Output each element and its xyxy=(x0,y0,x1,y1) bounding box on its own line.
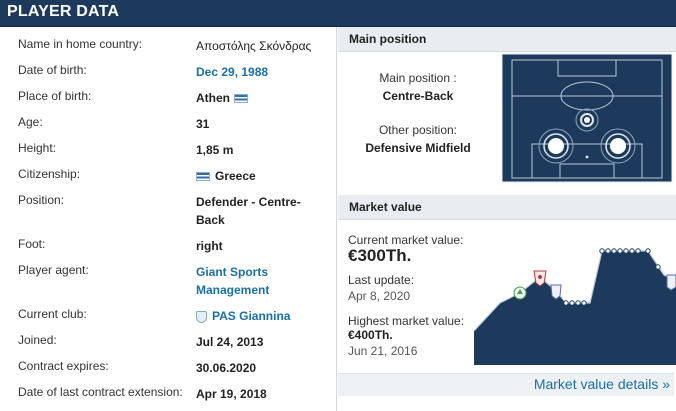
current-mv-value: €300Th. xyxy=(348,246,412,265)
other-position-label: Other position: xyxy=(378,123,458,137)
market-value-title: Market value xyxy=(349,200,422,214)
right-panel: Main position Main position : Centre-Bac… xyxy=(338,27,676,411)
last-update-value: Apr 8, 2020 xyxy=(348,289,411,303)
value-pob: Athen xyxy=(196,89,326,107)
value-pob-text: Athen xyxy=(196,91,230,105)
label-name-home: Name in home country: xyxy=(18,37,143,51)
other-position-marker-outer xyxy=(575,108,599,132)
page-title: PLAYER DATA xyxy=(7,3,120,20)
page-header: PLAYER DATA xyxy=(0,0,676,27)
pitch-svg xyxy=(501,53,673,183)
club-crest-icon xyxy=(533,270,547,287)
label-pob: Place of birth: xyxy=(18,89,92,103)
value-contract: 30.06.2020 xyxy=(196,361,257,375)
value-age: 31 xyxy=(196,117,210,131)
value-dob-link[interactable]: Dec 29, 1988 xyxy=(196,65,269,79)
label-joined: Joined: xyxy=(18,333,57,347)
club-crest-icon xyxy=(666,274,676,291)
main-position-title: Main position xyxy=(349,32,427,46)
main-position-marker-left xyxy=(548,138,564,154)
pitch-graphic xyxy=(500,52,674,184)
value-name-home: Αποστόλης Σκόνδρας xyxy=(196,39,312,53)
main-position-marker-right xyxy=(610,138,626,154)
player-data-table: Name in home country: Αποστόλης Σκόνδρας… xyxy=(0,27,337,411)
label-position: Position: xyxy=(18,193,65,207)
main-position-label: Main position : xyxy=(379,71,457,85)
value-joined: Jul 24, 2013 xyxy=(196,335,264,349)
club-crest-icon xyxy=(196,310,207,323)
highest-mv-date: Jun 21, 2016 xyxy=(348,344,418,358)
main-position-value: Centre-Back xyxy=(382,89,454,103)
label-agent: Player agent: xyxy=(18,263,89,277)
value-club[interactable]: PAS Giannina xyxy=(196,307,326,325)
value-extension: Apr 19, 2018 xyxy=(196,387,267,401)
highest-mv-label: Highest market value: xyxy=(348,314,465,328)
greece-flag-icon xyxy=(234,94,248,104)
market-value-details-link[interactable]: Market value details » xyxy=(533,376,670,392)
value-citizenship: Greece xyxy=(196,167,326,185)
main-position-header: Main position xyxy=(338,27,676,52)
market-value-svg xyxy=(473,248,676,365)
highest-mv-value: €400Th. xyxy=(348,328,393,342)
club-crest-icon xyxy=(550,284,562,300)
label-height: Height: xyxy=(18,141,57,155)
value-foot: right xyxy=(196,239,223,253)
label-club: Current club: xyxy=(18,307,87,321)
market-value-header: Market value xyxy=(338,195,676,220)
label-contract: Contract expires: xyxy=(18,359,109,373)
value-position: Defender - Centre-Back xyxy=(196,195,301,227)
label-extension: Date of last contract extension: xyxy=(18,385,183,399)
value-agent-link[interactable]: Giant Sports Management xyxy=(196,265,270,297)
value-citizenship-text: Greece xyxy=(215,169,256,183)
other-position-value: Defensive Midfield xyxy=(365,141,471,155)
club-crest-icon xyxy=(513,286,527,300)
value-height: 1,85 m xyxy=(196,143,234,157)
last-update-label: Last update: xyxy=(348,273,415,287)
label-citizenship: Citizenship: xyxy=(18,167,81,181)
label-foot: Foot: xyxy=(18,237,46,251)
market-value-footer: Market value details » xyxy=(338,373,674,396)
market-value-chart[interactable] xyxy=(472,241,676,365)
label-dob: Date of birth: xyxy=(18,63,87,77)
greece-flag-icon xyxy=(196,172,210,182)
value-club-link[interactable]: PAS Giannina xyxy=(212,309,291,323)
current-mv-label: Current market value: xyxy=(348,233,464,247)
other-position-marker xyxy=(580,113,594,127)
label-age: Age: xyxy=(18,115,43,129)
